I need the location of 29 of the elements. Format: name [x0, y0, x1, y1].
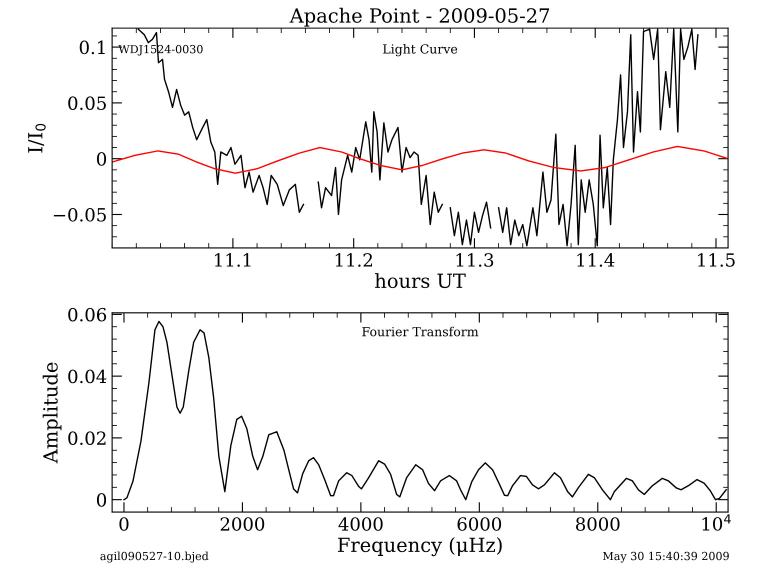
- x-tick-label: 11.2: [336, 253, 372, 267]
- y-axis-title: Amplitude: [42, 362, 62, 464]
- x-tick-label: 10$^{4}$: [702, 514, 731, 531]
- chart-title: Apache Point - 2009-05-27: [290, 8, 550, 27]
- x-tick-label: 11.3: [456, 253, 494, 267]
- text: May 30 15:40:39 2009: [602, 552, 729, 563]
- y-tick-label: 0.02: [68, 431, 106, 446]
- x-tick-label: 2000: [220, 517, 264, 531]
- x-tick-label: 11.5: [698, 253, 735, 267]
- y-tick-label: 0: [96, 152, 106, 166]
- x-tick-label: 4000: [338, 517, 383, 531]
- y-tick-label: 0.1: [80, 40, 105, 54]
- x-tick-label: 11.1: [215, 253, 250, 267]
- x-axis-title: Frequency (μHz): [338, 537, 502, 556]
- y-tick-label: 0.05: [68, 96, 106, 110]
- y-axis-title: I/I$_{0}$: [28, 124, 46, 153]
- x-tick-label: 8000: [576, 517, 620, 531]
- annotation: Fourier Transform: [362, 326, 478, 336]
- x-axis-title: hours UT: [375, 273, 466, 288]
- x-tick-label: 0: [119, 517, 129, 531]
- x-tick-label: 11.4: [577, 253, 614, 267]
- annotation: Light Curve: [383, 44, 458, 56]
- y-tick-label: 0.06: [68, 308, 106, 322]
- x-tick-label: 6000: [458, 517, 502, 531]
- y-tick-label: −0.05: [54, 208, 106, 222]
- line-series: [112, 146, 728, 174]
- y-tick-label: 0: [96, 493, 106, 507]
- y-tick-label: 0.04: [68, 370, 106, 384]
- text: agil090527-10.bjed: [100, 552, 208, 563]
